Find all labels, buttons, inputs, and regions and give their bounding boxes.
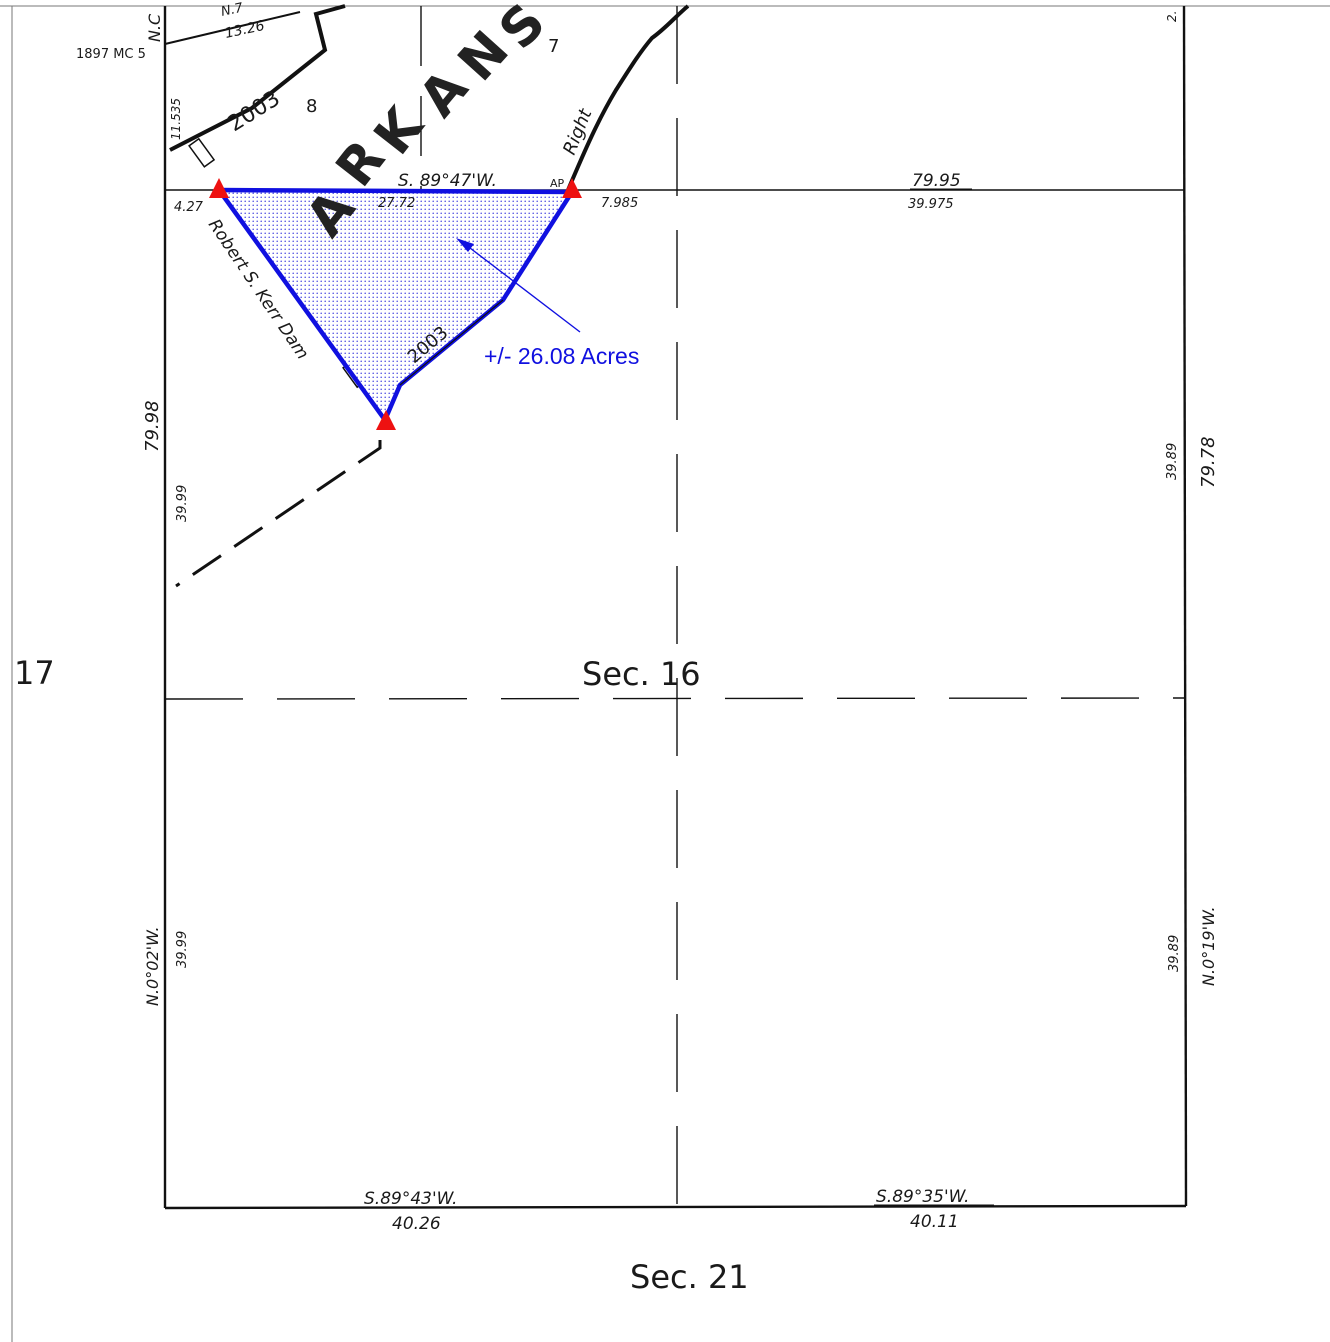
acreage-annotation: +/- 26.08 Acres — [484, 343, 639, 369]
distance-79-95: 79.95 — [912, 171, 961, 191]
south-left-bearing: S.89°43'W. — [364, 1189, 457, 1209]
distance-39-99-lower: 39.99 — [175, 931, 190, 968]
distance-27-72: 27.72 — [378, 196, 415, 211]
ap-label: AP — [550, 177, 565, 190]
section-16-label: Sec. 16 — [582, 655, 701, 693]
section-17-label: 17 — [14, 654, 55, 692]
lot-8-label: 8 — [306, 96, 317, 117]
parcel-area — [219, 190, 572, 420]
distance-7-985: 7.985 — [601, 196, 638, 211]
red-triangle-icon — [209, 178, 229, 198]
distance-11-535: 11.535 — [169, 98, 183, 140]
tract-line-2003 — [169, 4, 346, 152]
corner-fragment-label: 2. — [1165, 11, 1179, 22]
dam-dashed-extension — [175, 440, 382, 588]
east-bearing: N.0°19'W. — [1199, 906, 1218, 986]
right-label: Right — [559, 105, 597, 158]
dam-block — [188, 137, 216, 168]
arrow-icon — [456, 238, 474, 252]
red-triangle-icon — [562, 178, 582, 198]
distance-39-89-upper: 39.89 — [1165, 443, 1180, 480]
distance-40-26: 40.26 — [392, 1214, 441, 1234]
annotation-leader — [456, 238, 581, 333]
section-21-label: Sec. 21 — [630, 1258, 749, 1296]
east-section-line — [1182, 5, 1188, 1207]
leader-line — [469, 247, 581, 333]
distance-40-11: 40.11 — [910, 1212, 959, 1232]
mc-label: 1897 MC 5 — [76, 47, 146, 62]
south-right-bearing: S.89°35'W. — [876, 1187, 969, 1207]
right-bank-curve — [566, 4, 690, 191]
shoreline — [164, 4, 690, 588]
nc-fragment-label: N.C — [145, 13, 164, 42]
distance-39-975: 39.975 — [908, 197, 954, 212]
north-line-bearing: S. 89°47'W. — [398, 171, 497, 191]
tract-2003-upper: 2003 — [224, 86, 285, 137]
lot-7-label: 7 — [548, 36, 559, 57]
west-bearing: N.0°02'W. — [143, 926, 162, 1006]
vertex-markers — [209, 178, 582, 430]
red-triangle-icon — [376, 410, 396, 430]
distance-4-27: 4.27 — [174, 200, 204, 215]
east-west-centerline — [164, 697, 1185, 700]
upper-survey-line — [164, 11, 301, 45]
distance-13-26: 13.26 — [224, 18, 267, 42]
tract-line-2003-lower — [399, 299, 504, 386]
distance-79-78: 79.78 — [1198, 436, 1219, 488]
distance-39-89-lower: 39.89 — [1167, 935, 1182, 972]
n-fragment-label: N.7 — [220, 0, 245, 19]
distance-79-98: 79.98 — [142, 400, 163, 452]
south-section-line — [164, 1204, 1187, 1210]
distance-39-99-upper: 39.99 — [175, 485, 190, 522]
